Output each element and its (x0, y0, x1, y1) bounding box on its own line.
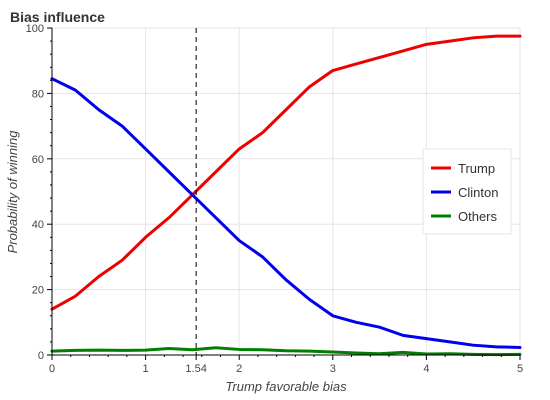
y-axis-label: Probability of winning (5, 130, 20, 254)
y-tick-label: 20 (32, 285, 44, 297)
legend-label-others: Others (458, 209, 498, 224)
x-axis-label: Trump favorable bias (225, 379, 347, 394)
legend-label-trump: Trump (458, 161, 495, 176)
y-tick-label: 80 (32, 88, 44, 100)
axes: 0 1 1.54 2 3 4 5 0 20 40 60 80 100 (26, 23, 523, 375)
x-tick-label: 3 (330, 363, 336, 375)
legend: Trump Clinton Others (422, 148, 512, 235)
series-line-others (50, 346, 522, 357)
x-tick-label: 4 (423, 363, 429, 375)
series-line-trump (50, 34, 522, 311)
x-tick-label: 5 (517, 363, 523, 375)
y-tick-label: 100 (26, 23, 44, 35)
x-tick-label: 0 (49, 363, 55, 375)
chart-title: Bias influence (10, 9, 105, 25)
grid (51, 27, 521, 356)
y-tick-label: 40 (32, 219, 44, 231)
x-tick-label: 1 (143, 363, 149, 375)
x-tick-label: 2 (236, 363, 242, 375)
x-tick-label: 1.54 (185, 363, 206, 375)
legend-label-clinton: Clinton (458, 185, 498, 200)
y-tick-label: 60 (32, 154, 44, 166)
y-tick-label: 0 (38, 350, 44, 362)
series-line-clinton (50, 77, 522, 349)
series-layer (50, 34, 522, 357)
